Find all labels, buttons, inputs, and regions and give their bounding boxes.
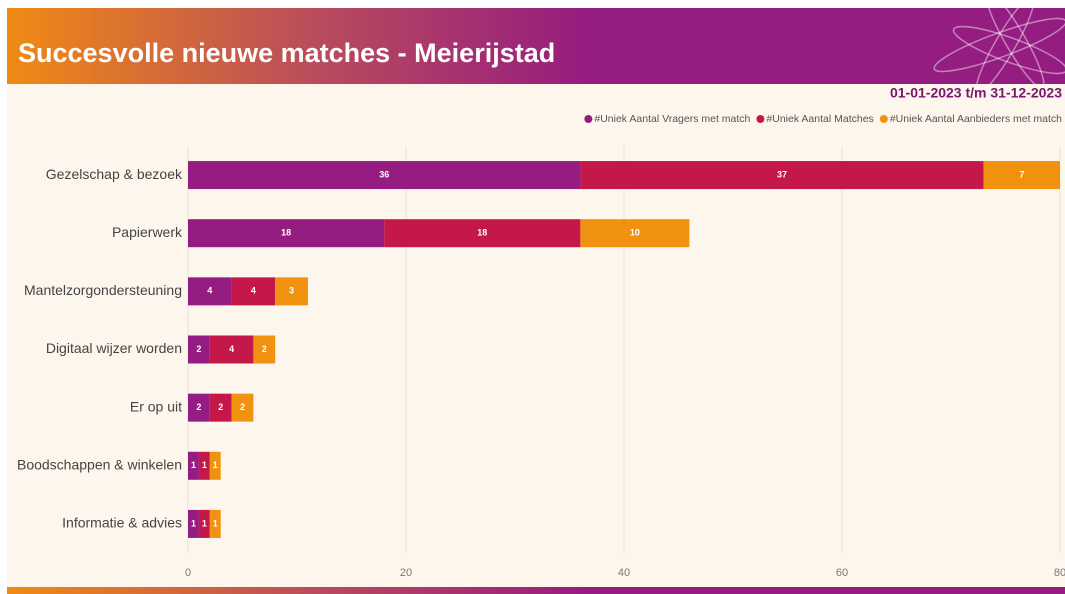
value-label: 4 (229, 344, 234, 354)
y-tick-label: Boodschappen & winkelen (17, 456, 182, 472)
legend-marker (756, 115, 764, 123)
value-label: 2 (240, 402, 245, 412)
legend-label: #Uniek Aantal Aanbieders met match (890, 113, 1062, 125)
x-tick-label: 60 (836, 567, 848, 579)
x-tick-label: 0 (185, 567, 191, 579)
value-label: 2 (196, 344, 201, 354)
chart-title: Succesvolle nieuwe matches - Meierijstad (18, 38, 555, 68)
y-tick-label: Er op uit (130, 398, 182, 414)
value-label: 1 (202, 460, 207, 470)
value-label: 1 (213, 460, 218, 470)
value-label: 1 (191, 518, 196, 528)
legend-marker (584, 115, 592, 123)
value-label: 1 (191, 460, 196, 470)
page: Succesvolle nieuwe matches - Meierijstad… (0, 0, 1065, 594)
value-label: 1 (213, 518, 218, 528)
value-label: 7 (1019, 169, 1024, 179)
y-tick-label: Informatie & advies (62, 515, 182, 531)
value-label: 18 (477, 228, 487, 238)
date-range: 01-01-2023 t/m 31-12-2023 (890, 85, 1062, 101)
chart: Succesvolle nieuwe matches - Meierijstad… (0, 0, 1065, 594)
footer-strip (7, 587, 1065, 594)
x-tick-label: 80 (1054, 567, 1065, 579)
x-tick-label: 40 (618, 567, 630, 579)
y-tick-label: Mantelzorgondersteuning (24, 282, 182, 298)
x-tick-label: 20 (400, 567, 412, 579)
value-label: 1 (202, 518, 207, 528)
legend-label: #Uniek Aantal Matches (766, 113, 873, 125)
value-label: 37 (777, 169, 787, 179)
y-tick-label: Gezelschap & bezoek (46, 166, 183, 182)
value-label: 2 (196, 402, 201, 412)
value-label: 2 (218, 402, 223, 412)
value-label: 2 (262, 344, 267, 354)
value-label: 10 (630, 228, 640, 238)
value-label: 4 (251, 286, 256, 296)
value-label: 36 (379, 169, 389, 179)
legend-marker (880, 115, 888, 123)
legend-label: #Uniek Aantal Vragers met match (594, 113, 750, 125)
value-label: 3 (289, 286, 294, 296)
y-tick-label: Digitaal wijzer worden (46, 340, 182, 356)
y-tick-label: Papierwerk (112, 224, 183, 240)
value-label: 4 (207, 286, 212, 296)
value-label: 18 (281, 228, 291, 238)
